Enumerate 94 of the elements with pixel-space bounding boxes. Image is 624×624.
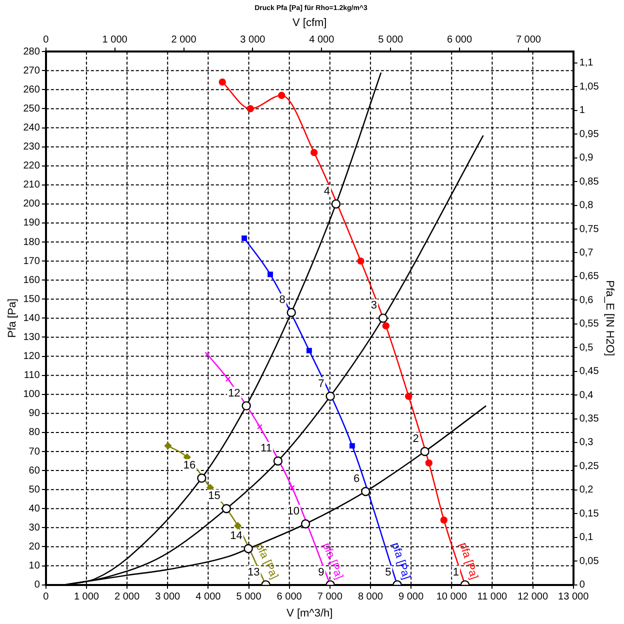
y-tick-label: 200	[23, 198, 40, 210]
y-tick-label: 230	[23, 142, 40, 153]
annotation: 11	[260, 442, 272, 455]
annotation: 7	[318, 378, 324, 390]
x-tick-label: 8 000	[358, 592, 384, 603]
y-tick-label: 180	[23, 236, 40, 248]
annotation: 3	[370, 300, 378, 312]
y-tick-label: 120	[23, 351, 40, 362]
y-tick-label: 20	[28, 541, 40, 552]
y2-tick-label: 0,4	[579, 390, 594, 401]
x-tick-label: 12 000	[517, 592, 548, 603]
annotation: 14	[230, 530, 242, 542]
y2-tick-label: 0,25	[579, 460, 600, 472]
annotation: 13	[248, 566, 260, 578]
y-tick-label: 40	[28, 503, 40, 514]
y2-tick-label: 0,3	[579, 437, 594, 448]
y2-tick-label: 0,45	[579, 366, 600, 378]
annotation: 1	[452, 566, 460, 578]
y2-tick-label: 0,95	[579, 128, 600, 140]
y-tick-label: 10	[28, 560, 40, 572]
y2-tick-label: 0	[579, 580, 586, 591]
x2-tick-label: 5 000	[378, 34, 404, 46]
y-tick-label: 260	[23, 84, 40, 96]
y-tick-label: 130	[23, 332, 40, 343]
y2-tick-label: 0,55	[579, 318, 600, 330]
x-tick-label: 1 000	[74, 592, 100, 603]
annotation: 2	[412, 433, 419, 446]
annotation: 12	[228, 387, 240, 400]
y2-tick-label: 0,8	[579, 200, 594, 212]
x-tick-label: 5 000	[236, 592, 262, 603]
y2-tick-label: 0,2	[579, 484, 594, 496]
y2-tick-label: 0,05	[579, 556, 600, 567]
x-tick-label: 4 000	[196, 592, 222, 603]
x-tick-label: 9 000	[398, 592, 424, 603]
y2-tick-label: 0,75	[579, 224, 600, 235]
y2-tick-label: 0,15	[579, 508, 600, 520]
x-tick-label: 6 000	[276, 592, 302, 603]
y-tick-label: 280	[23, 46, 40, 58]
x2-tick-label: 0	[43, 34, 50, 46]
annotation: 10	[287, 505, 300, 518]
annotation: 16	[183, 460, 196, 472]
y-tick-label: 160	[23, 274, 40, 286]
x2-axis-title: V [cfm]	[292, 17, 327, 30]
x2-tick-label: 7 000	[516, 34, 542, 46]
x2-tick-label: 1 000	[102, 34, 128, 46]
x2-tick-label: 3 000	[240, 34, 266, 46]
annotation: 4	[324, 185, 330, 198]
x2-tick-label: 6 000	[447, 34, 472, 46]
y2-tick-label: 1,05	[579, 81, 600, 92]
annotation: 15	[208, 490, 220, 502]
y-tick-label: 270	[23, 65, 40, 76]
y-tick-label: 90	[28, 408, 40, 420]
y-tick-label: 210	[23, 180, 40, 191]
y-tick-label: 30	[28, 522, 40, 534]
x-tick-label: 11 000	[477, 592, 508, 603]
y-tick-label: 170	[23, 256, 40, 267]
y2-tick-label: 0,85	[579, 176, 600, 188]
y2-tick-label: 0,65	[579, 271, 600, 282]
y2-tick-label: 1,1	[579, 58, 594, 69]
y-tick-label: 220	[23, 160, 40, 172]
y-tick-label: 50	[28, 484, 40, 496]
y-tick-label: 100	[23, 389, 40, 400]
x-axis-title: V [m^3/h]	[286, 607, 333, 620]
y-tick-label: 140	[23, 312, 40, 324]
y2-tick-label: 0,9	[579, 152, 594, 164]
annotation: 5	[385, 566, 392, 578]
y-tick-label: 0	[34, 580, 40, 591]
y-tick-label: 240	[23, 122, 40, 134]
y2-tick-label: 0,7	[579, 247, 594, 258]
y2-tick-label: 0,6	[579, 294, 594, 306]
y2-tick-label: 0,35	[579, 414, 600, 425]
y-tick-label: 70	[28, 446, 40, 458]
y2-axis-title: Pfa_E [IN H2O]	[603, 280, 616, 356]
x2-tick-label: 4 000	[309, 34, 335, 46]
y2-tick-label: 0,5	[579, 342, 594, 354]
y-tick-label: 250	[23, 103, 40, 114]
y-tick-label: 150	[23, 294, 40, 305]
y2-tick-label: 0,1	[579, 532, 594, 544]
annotation: 6	[353, 473, 360, 486]
y-tick-label: 80	[28, 427, 40, 438]
y-tick-label: 110	[24, 370, 40, 382]
x-tick-label: 13 000	[558, 592, 590, 603]
x-tick-label: 3 000	[155, 592, 181, 603]
x-tick-label: 2 000	[114, 592, 140, 603]
y2-tick-label: 1	[579, 105, 586, 116]
x-tick-label: 7 000	[317, 592, 343, 603]
x-tick-label: 0	[43, 592, 50, 603]
y-axis-title: Pfa [Pa]	[6, 298, 19, 338]
x2-tick-label: 2 000	[171, 34, 197, 46]
y-tick-label: 190	[23, 218, 40, 229]
annotation: 9	[318, 566, 324, 578]
y-tick-label: 60	[28, 465, 40, 476]
x-tick-label: 10 000	[436, 592, 468, 603]
annotation: 8	[279, 294, 286, 306]
